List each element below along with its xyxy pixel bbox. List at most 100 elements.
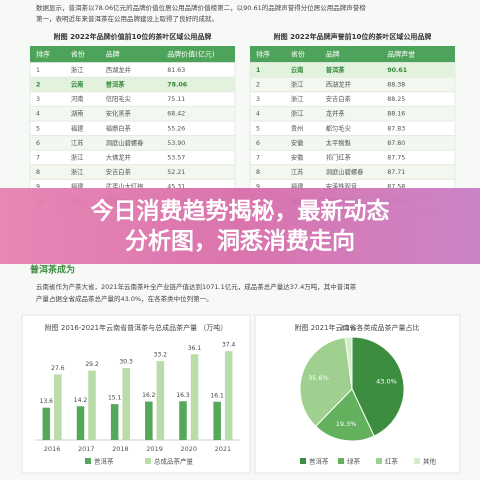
table-row-bg: [249, 62, 456, 78]
table-cell: 88.16: [387, 111, 405, 118]
table-cell: 安吉白茶: [326, 94, 352, 103]
data-label: 27.6: [51, 365, 65, 372]
table-header: 品牌: [326, 49, 340, 58]
table-cell: 安徽: [291, 153, 304, 162]
section-line: 云南省作为产茶大省，2021年云南茶叶全产业链产值达到1071.1亿元，成品茶总…: [36, 282, 357, 291]
table-cell: 云南: [291, 65, 304, 74]
data-label: 14.2: [74, 397, 88, 404]
table-cell: 浙江: [71, 153, 84, 162]
table-cell: 信阳毛尖: [106, 94, 132, 103]
data-label: 33.2: [154, 352, 168, 359]
table-cell: 江苏: [71, 138, 84, 147]
table-cell: 云南: [71, 80, 84, 89]
table-cell: 9: [256, 184, 260, 191]
table-row-bg: [249, 91, 456, 107]
table-cell: 68.42: [167, 111, 185, 118]
table-header: 品牌声誉: [387, 49, 415, 58]
chart-title: 附图 2021年云南省各类成品茶产量占比: [294, 323, 419, 332]
table-header-bg: [30, 46, 235, 63]
data-label: 2.1%: [340, 324, 357, 332]
table-cell: 78.06: [167, 82, 188, 89]
table-cell: 8: [36, 169, 40, 176]
table-cell: 大佛龙井: [106, 153, 131, 162]
table-cell: 河南: [71, 94, 84, 103]
bar: [224, 351, 233, 440]
bar: [76, 406, 85, 440]
table-row-bg: [29, 149, 236, 166]
table-cell: 6: [36, 140, 40, 147]
table-cell: 7: [36, 155, 40, 162]
legend-swatch: [414, 458, 420, 464]
data-label: 37.4: [222, 342, 236, 349]
legend-label: 绿茶: [347, 457, 361, 466]
table-cell: 1: [36, 67, 40, 74]
banner-line: 分析图，洞悉消费走向: [125, 228, 355, 255]
table-cell: 3: [36, 96, 40, 103]
table-row-bg: [249, 105, 456, 122]
table-cell: 53.90: [167, 140, 185, 147]
table-row-bg: [29, 91, 236, 107]
table-header: 排序: [256, 49, 270, 58]
data-label: 16.2: [142, 392, 156, 399]
table-cell: 安溪铁观音: [326, 182, 357, 191]
table-cell: 西湖龙井: [326, 80, 351, 89]
table-cell: 5: [256, 125, 260, 132]
table-cell: 浙江: [71, 167, 84, 176]
data-label: 29.2: [85, 361, 99, 368]
table-cell: 87.83: [387, 125, 405, 132]
section-line: 产量占据全省成品茶总产量的43.0%，在各茶类中位列第一。: [36, 294, 213, 303]
legend-label: 红茶: [385, 457, 399, 466]
table-cell: 2: [256, 82, 260, 89]
table-cell: 75.11: [167, 96, 185, 103]
legend-swatch: [85, 458, 91, 464]
x-tick-label: 2020: [180, 445, 197, 453]
table-cell: 4: [256, 111, 260, 118]
bar: [179, 401, 187, 440]
table-cell: 87.80: [387, 140, 405, 147]
bar: [190, 354, 199, 440]
table-row-bg: [29, 105, 236, 122]
legend-swatch: [338, 458, 344, 464]
table-cell: 88.25: [387, 96, 405, 103]
table-row-bg: [249, 135, 456, 151]
table-cell: 龙井茶: [326, 109, 346, 118]
chart-title: 附图 2016-2021年云南省普洱茶与总成品茶产量 （万吨）: [45, 323, 228, 332]
table-cell: 太平猴魁: [326, 138, 352, 147]
table-cell: 55.26: [167, 125, 185, 132]
table-cell: 浙江: [71, 65, 84, 74]
table-cell: 88.38: [387, 82, 405, 89]
table-header: 品牌: [106, 49, 120, 58]
data-label: 36.1: [188, 345, 202, 352]
section-heading: 普洱茶成为: [30, 264, 75, 276]
table-cell: 7: [256, 155, 260, 162]
table-cell: 1: [256, 67, 260, 74]
table-cell: 浙江: [291, 80, 304, 89]
table-row-bg: [29, 120, 236, 137]
table-cell: 福鼎白茶: [106, 123, 132, 132]
table-cell: 浙江: [291, 109, 304, 118]
table-cell: 52.21: [167, 169, 185, 176]
x-tick-label: 2018: [112, 445, 129, 453]
data-label: 13.6: [40, 398, 54, 405]
table-cell: 90.61: [387, 67, 407, 74]
table-row-bg: [29, 62, 236, 78]
data-label: 15.1: [108, 395, 122, 402]
bar: [213, 401, 221, 440]
pie-slice: [299, 336, 353, 427]
bar: [122, 368, 130, 440]
table-cell: 普洱茶: [326, 65, 346, 74]
table-cell: 3: [256, 96, 260, 103]
table-cell: 81.63: [167, 67, 185, 74]
table-header: 排序: [36, 49, 50, 58]
intro-line: 第一，表明近年来普洱茶在公用品牌建设上取得了良好的成就。: [36, 14, 218, 23]
table-row-bg: [249, 149, 456, 166]
data-label: 19.3%: [336, 420, 357, 428]
table-cell: 福建: [71, 123, 84, 132]
table-cell: 洞庭山碧螺春: [106, 138, 144, 147]
data-label: 30.3: [119, 359, 133, 366]
x-tick-label: 2019: [146, 445, 163, 453]
table-cell: 武夷山大红袍: [106, 182, 144, 191]
pie-slice: [344, 336, 353, 390]
table-cell: 87.58: [387, 184, 405, 191]
